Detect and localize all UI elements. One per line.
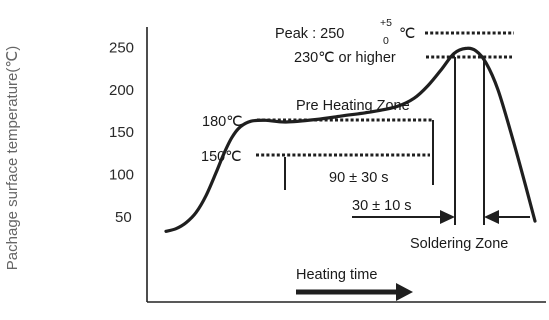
y-tick-250: 250 xyxy=(109,40,134,57)
y-tick-100: 100 xyxy=(109,167,134,184)
peak-unit: ℃ xyxy=(399,26,415,42)
temperature-profile-line xyxy=(164,46,537,233)
150c-label: 150℃ xyxy=(201,149,241,165)
solder-time-label: 30 ± 10 s xyxy=(352,198,412,214)
above-230-label: 230℃ or higher xyxy=(294,50,396,66)
y-tick-200: 200 xyxy=(109,82,134,99)
y-tick-150: 150 xyxy=(109,124,134,141)
180c-label: 180℃ xyxy=(202,114,242,130)
y-tick-50: 50 xyxy=(115,209,132,226)
preheat-zone-label: Pre Heating Zone xyxy=(296,98,410,114)
soldering-zone-label: Soldering Zone xyxy=(410,236,508,252)
solder-time-arrowhead-right xyxy=(484,210,499,224)
solder-time-arrowhead-left xyxy=(440,210,455,224)
y-axis-label: Pachage surface temperature(℃) xyxy=(4,46,21,270)
preheat-time-label: 90 ± 30 s xyxy=(329,170,389,186)
heating-time-label: Heating time xyxy=(296,267,377,283)
peak-label: Peak : 250 xyxy=(275,26,344,42)
peak-tolerance-plus: +5 xyxy=(380,17,392,29)
heating-time-arrowhead xyxy=(396,283,413,301)
peak-tolerance-minus: 0 xyxy=(383,35,389,47)
